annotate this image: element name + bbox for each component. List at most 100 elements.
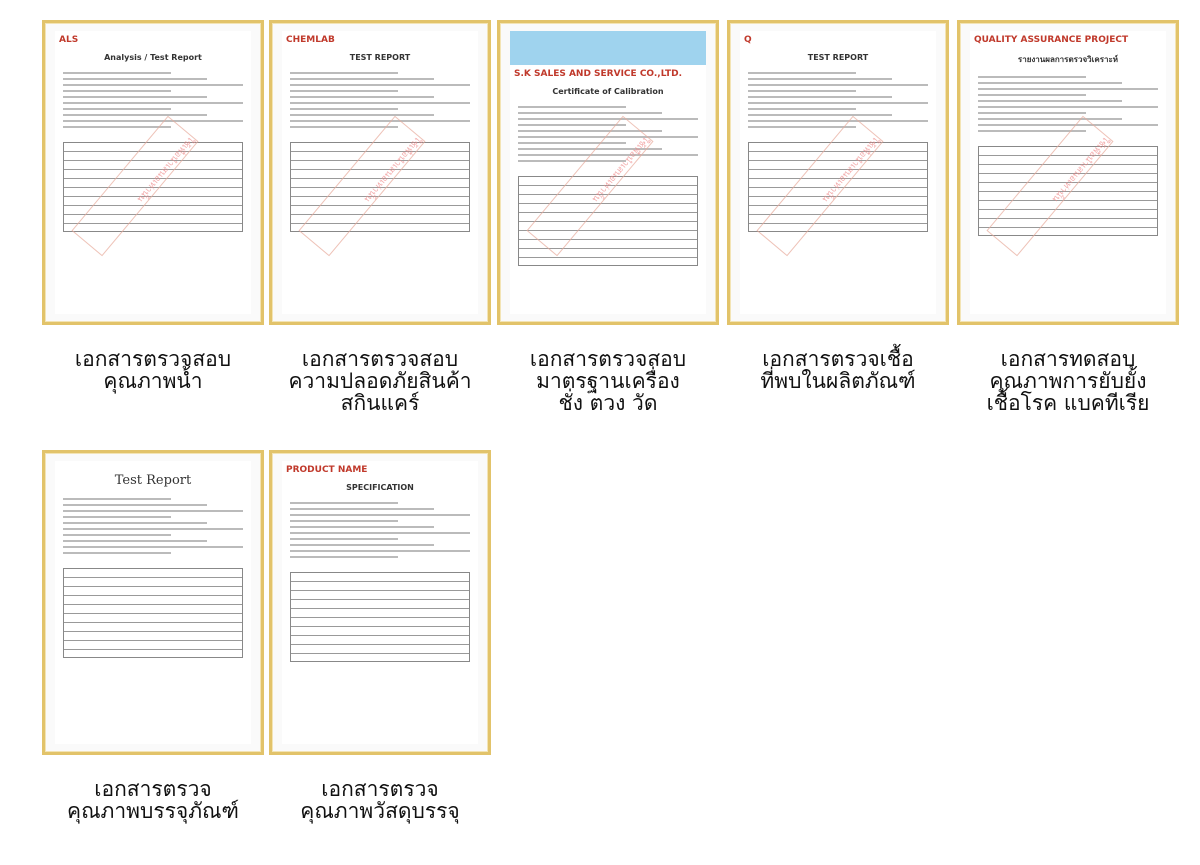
document-thumbnail[interactable]: QUALITY ASSURANCE PROJECT รายงานผลการตรว…	[957, 20, 1179, 325]
gold-frame: S.K SALES AND SERVICE CO.,LTD. Certifica…	[497, 20, 719, 325]
document-logo: ALS	[59, 35, 79, 45]
text-line	[518, 106, 626, 108]
text-line	[63, 72, 171, 74]
document-logo: Q	[744, 35, 752, 45]
document-thumbnail[interactable]: S.K SALES AND SERVICE CO.,LTD. Certifica…	[497, 20, 719, 325]
text-line	[518, 160, 626, 162]
text-line	[748, 126, 856, 128]
document-caption: เอกสารตรวจ คุณภาพบรรจุภัณฑ์	[33, 778, 273, 822]
document-caption: เอกสารทดสอบ คุณภาพการยับยั้ง เชื้อโรค แบคท…	[948, 348, 1188, 414]
document-page: QUALITY ASSURANCE PROJECT รายงานผลการตรว…	[970, 31, 1166, 314]
text-line	[290, 556, 398, 558]
caption-line: เอกสารตรวจสอบ	[529, 347, 687, 371]
document-table	[748, 142, 928, 232]
text-line	[290, 526, 434, 528]
document-thumbnail[interactable]: CHEMLAB TEST REPORT ใช้เพื่อนำเสนอเท่านั…	[269, 20, 491, 325]
document-logo: CHEMLAB	[286, 35, 335, 45]
text-line	[290, 120, 470, 122]
document-title: TEST REPORT	[349, 53, 411, 62]
gold-frame: PRODUCT NAME SPECIFICATION	[269, 450, 491, 755]
gold-frame: QUALITY ASSURANCE PROJECT รายงานผลการตรว…	[957, 20, 1179, 325]
text-line	[748, 72, 856, 74]
text-line	[63, 546, 243, 548]
document-table	[978, 146, 1158, 236]
document-page: S.K SALES AND SERVICE CO.,LTD. Certifica…	[510, 31, 706, 314]
document-table	[63, 142, 243, 232]
caption-line: คุณภาพบรรจุภัณฑ์	[67, 799, 239, 823]
text-line	[290, 508, 434, 510]
text-line	[978, 106, 1158, 108]
text-line	[290, 78, 434, 80]
header-band	[510, 31, 706, 65]
text-line	[63, 78, 207, 80]
caption-line: เอกสารตรวจสอบ	[301, 347, 459, 371]
text-line	[518, 154, 698, 156]
text-line	[290, 514, 470, 516]
text-line	[63, 528, 243, 530]
document-title: Certificate of Calibration	[552, 87, 664, 96]
document-logo: QUALITY ASSURANCE PROJECT	[974, 35, 1129, 45]
text-line	[518, 148, 662, 150]
caption-line: ที่พบในผลิตภัณฑ์	[760, 369, 916, 393]
text-line	[63, 552, 171, 554]
caption-line: สกินแคร์	[340, 391, 420, 415]
text-line	[978, 130, 1086, 132]
document-page: Q TEST REPORT ใช้เพื่อนำเสนอเท่านั้น	[740, 31, 936, 314]
caption-line: เอกสารทดสอบ	[1000, 347, 1136, 371]
text-line	[290, 520, 398, 522]
text-line	[748, 114, 892, 116]
document-title: Analysis / Test Report	[104, 53, 202, 62]
caption-line: คุณภาพการยับยั้ง	[989, 369, 1147, 393]
document-table	[518, 176, 698, 266]
text-line	[748, 108, 856, 110]
text-line	[748, 84, 928, 86]
text-line	[290, 96, 434, 98]
document-title: รายงานผลการตรวจวิเคราะห์	[1017, 55, 1119, 64]
text-line	[978, 118, 1122, 120]
document-thumbnail[interactable]: PRODUCT NAME SPECIFICATION	[269, 450, 491, 755]
document-logo: PRODUCT NAME	[286, 465, 368, 475]
text-line	[63, 516, 171, 518]
document-title: SPECIFICATION	[346, 483, 414, 492]
text-line	[518, 142, 626, 144]
document-caption: เอกสารตรวจสอบ ความปลอดภัยสินค้า สกินแคร์	[260, 348, 500, 414]
text-line	[290, 544, 434, 546]
text-line	[978, 94, 1086, 96]
document-thumbnail[interactable]: Test Report	[42, 450, 264, 755]
document-page: CHEMLAB TEST REPORT ใช้เพื่อนำเสนอเท่านั…	[282, 31, 478, 314]
document-thumbnail[interactable]: ALS Analysis / Test Report ใช้เพื่อนำเสน…	[42, 20, 264, 325]
text-line	[978, 82, 1122, 84]
text-line	[290, 108, 398, 110]
text-line	[518, 124, 626, 126]
caption-line: เชื้อโรค แบคทีเรีย	[986, 391, 1150, 415]
text-line	[63, 96, 207, 98]
caption-line: เอกสารตรวจ	[321, 777, 439, 801]
document-logo: S.K SALES AND SERVICE CO.,LTD.	[514, 69, 682, 79]
document-title: Test Report	[114, 473, 192, 488]
text-line	[748, 90, 856, 92]
text-line	[290, 114, 434, 116]
document-thumbnail[interactable]: Q TEST REPORT ใช้เพื่อนำเสนอเท่านั้น	[727, 20, 949, 325]
document-page: Test Report	[55, 461, 251, 744]
text-line	[290, 72, 398, 74]
text-line	[748, 78, 892, 80]
text-line	[63, 114, 207, 116]
text-line	[290, 126, 398, 128]
text-line	[63, 504, 207, 506]
caption-line: ชั่ง ตวง วัด	[558, 391, 658, 415]
text-line	[63, 510, 243, 512]
text-line	[63, 534, 171, 536]
text-line	[63, 120, 243, 122]
text-line	[518, 112, 662, 114]
document-page: ALS Analysis / Test Report ใช้เพื่อนำเสน…	[55, 31, 251, 314]
caption-line: เอกสารตรวจสอบ	[74, 347, 232, 371]
gold-frame: Q TEST REPORT ใช้เพื่อนำเสนอเท่านั้น	[727, 20, 949, 325]
document-caption: เอกสารตรวจสอบ คุณภาพน้ำ	[33, 348, 273, 392]
caption-line: มาตรฐานเครื่อง	[536, 369, 680, 393]
gold-frame: Test Report	[42, 450, 264, 755]
text-line	[63, 498, 171, 500]
text-line	[63, 90, 171, 92]
gold-frame: ALS Analysis / Test Report ใช้เพื่อนำเสน…	[42, 20, 264, 325]
text-line	[290, 502, 398, 504]
text-line	[290, 90, 398, 92]
